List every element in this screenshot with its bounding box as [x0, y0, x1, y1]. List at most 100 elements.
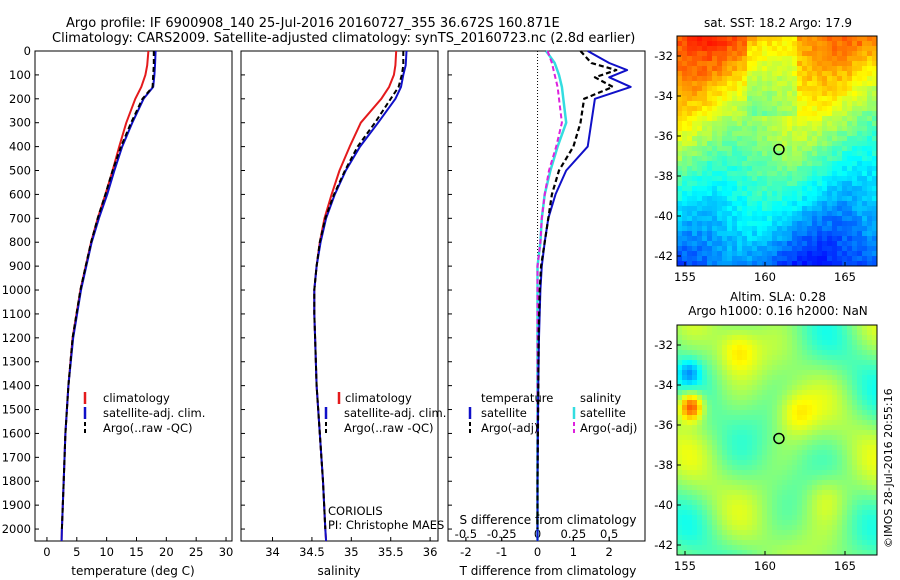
map-cell — [687, 86, 693, 92]
map-cell — [792, 221, 798, 227]
map-cell — [872, 405, 878, 411]
map-cell — [847, 216, 853, 222]
map-cell — [862, 325, 868, 331]
map-cell — [807, 261, 813, 267]
lat-tick-label: -34 — [654, 89, 673, 103]
map-cell — [852, 46, 858, 52]
map-cell — [817, 91, 823, 97]
map-cell — [827, 176, 833, 182]
map-cell — [777, 425, 783, 431]
map-cell — [707, 51, 713, 57]
map-cell — [727, 41, 733, 47]
map-cell — [717, 201, 723, 207]
map-cell — [732, 460, 738, 466]
map-cell — [737, 256, 743, 262]
map-cell — [787, 515, 793, 521]
map-cell — [772, 61, 778, 67]
map-cell — [777, 465, 783, 471]
map-cell — [742, 101, 748, 107]
map-cell — [812, 71, 818, 77]
map-cell — [847, 370, 853, 376]
map-cell — [842, 131, 848, 137]
map-cell — [872, 246, 878, 252]
map-cell — [742, 41, 748, 47]
map-cell — [677, 166, 683, 172]
map-cell — [752, 365, 758, 371]
map-cell — [717, 191, 723, 197]
map-cell — [802, 246, 808, 252]
map-cell — [852, 520, 858, 526]
map-cell — [862, 420, 868, 426]
map-cell — [747, 360, 753, 366]
map-cell — [842, 345, 848, 351]
map-cell — [772, 221, 778, 227]
map-cell — [822, 131, 828, 137]
map-cell — [817, 166, 823, 172]
depth-tick-label: 500 — [9, 164, 31, 178]
map-cell — [737, 211, 743, 217]
map-cell — [747, 385, 753, 391]
map-cell — [797, 201, 803, 207]
map-cell — [707, 146, 713, 152]
map-cell — [682, 191, 688, 197]
map-cell — [837, 375, 843, 381]
map-cell — [702, 261, 708, 267]
map-cell — [752, 545, 758, 551]
map-cell — [822, 540, 828, 546]
map-cell — [702, 535, 708, 541]
map-cell — [737, 450, 743, 456]
map-cell — [797, 221, 803, 227]
map-cell — [682, 141, 688, 147]
map-cell — [707, 545, 713, 551]
map-cell — [872, 420, 878, 426]
map-cell — [797, 515, 803, 521]
map-cell — [677, 525, 683, 531]
map-cell — [857, 66, 863, 72]
map-cell — [722, 226, 728, 232]
map-cell — [792, 146, 798, 152]
map-cell — [807, 385, 813, 391]
map-cell — [852, 445, 858, 451]
s-difference-xlabel: S difference from climatology — [460, 513, 637, 527]
map-cell — [797, 166, 803, 172]
map-cell — [772, 415, 778, 421]
map-cell — [832, 241, 838, 247]
map-cell — [777, 201, 783, 207]
map-cell — [712, 440, 718, 446]
map-cell — [702, 440, 708, 446]
map-cell — [842, 430, 848, 436]
map-cell — [687, 36, 693, 42]
map-cell — [702, 81, 708, 87]
map-cell — [727, 380, 733, 386]
map-cell — [742, 216, 748, 222]
map-cell — [712, 61, 718, 67]
map-cell — [832, 505, 838, 511]
map-cell — [777, 375, 783, 381]
map-cell — [822, 86, 828, 92]
map-cell — [837, 440, 843, 446]
map-cell — [862, 370, 868, 376]
map-cell — [782, 221, 788, 227]
map-cell — [762, 510, 768, 516]
map-cell — [797, 330, 803, 336]
map-cell — [732, 500, 738, 506]
map-cell — [777, 101, 783, 107]
map-cell — [852, 515, 858, 521]
map-cell — [787, 540, 793, 546]
map-cell — [707, 261, 713, 267]
map-cell — [732, 530, 738, 536]
map-cell — [797, 360, 803, 366]
map-cell — [677, 445, 683, 451]
map-cell — [767, 101, 773, 107]
map-cell — [742, 136, 748, 142]
map-cell — [722, 495, 728, 501]
map-cell — [817, 71, 823, 77]
map-cell — [852, 191, 858, 197]
map-cell — [852, 166, 858, 172]
map-cell — [757, 455, 763, 461]
map-cell — [872, 161, 878, 167]
map-cell — [747, 340, 753, 346]
map-cell — [832, 475, 838, 481]
map-cell — [812, 236, 818, 242]
map-cell — [802, 475, 808, 481]
